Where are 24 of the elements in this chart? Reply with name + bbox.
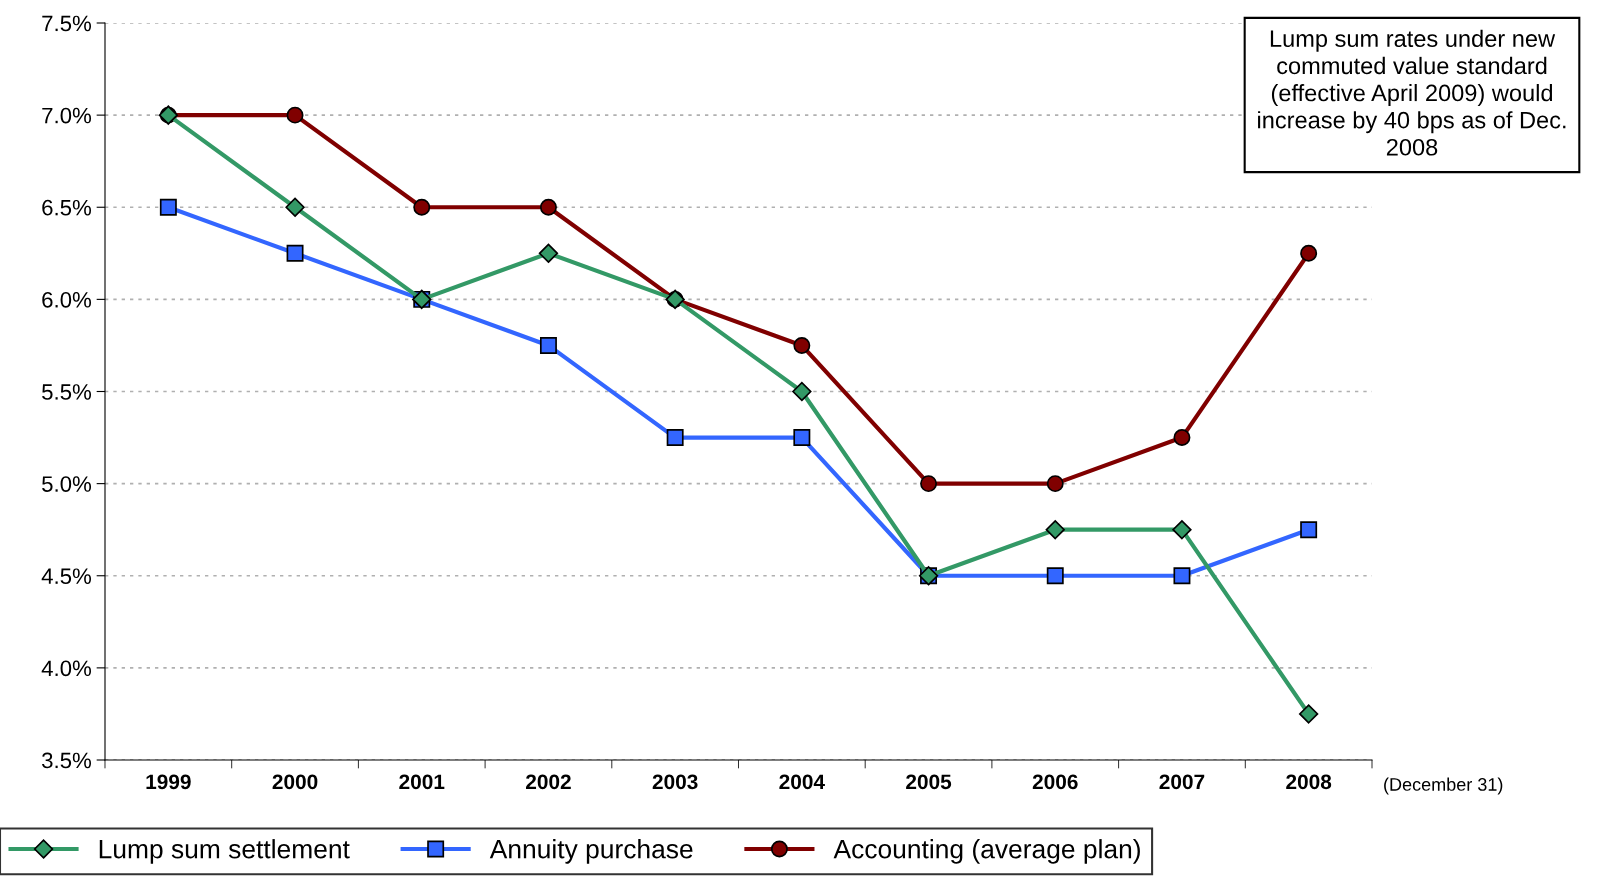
x-tick-label: 2000	[272, 774, 318, 790]
y-tick-label: 7.5%	[42, 15, 92, 32]
y-tick-label: 5.5%	[42, 384, 92, 400]
y-tick-label: 7.0%	[42, 107, 92, 124]
y-tick-label: 4.0%	[41, 660, 92, 677]
x-tick-label: 2004	[779, 774, 825, 790]
x-tick-label: 2002	[526, 774, 571, 790]
x-tick-label: 2007	[1159, 774, 1205, 790]
x-tick-label: 2008	[1286, 774, 1332, 790]
y-tick-label: 6.0%	[42, 291, 92, 308]
x-tick-label: 2005	[906, 774, 952, 790]
legend-label: Accounting (average plan)	[833, 839, 1140, 864]
x-tick-label: 2003	[652, 774, 698, 790]
legend-label: Lump sum settlement	[99, 839, 350, 864]
x-tick-label: 1999	[146, 774, 191, 790]
text: (December 31)	[1384, 777, 1503, 795]
annotation: Lump sum rates under new commuted value standard (effective April 2009) would increase by 40 bps as of Dec. 2008	[1258, 29, 1566, 156]
legend-label: Annuity purchase	[489, 839, 693, 864]
x-tick-label: 2006	[1032, 774, 1078, 790]
x-tick-label: 2001	[399, 774, 445, 790]
y-tick-label: 6.5%	[42, 199, 92, 216]
y-tick-label: 3.5%	[42, 752, 92, 769]
y-tick-label: 4.5%	[41, 568, 92, 585]
y-tick-label: 5.0%	[42, 476, 92, 492]
